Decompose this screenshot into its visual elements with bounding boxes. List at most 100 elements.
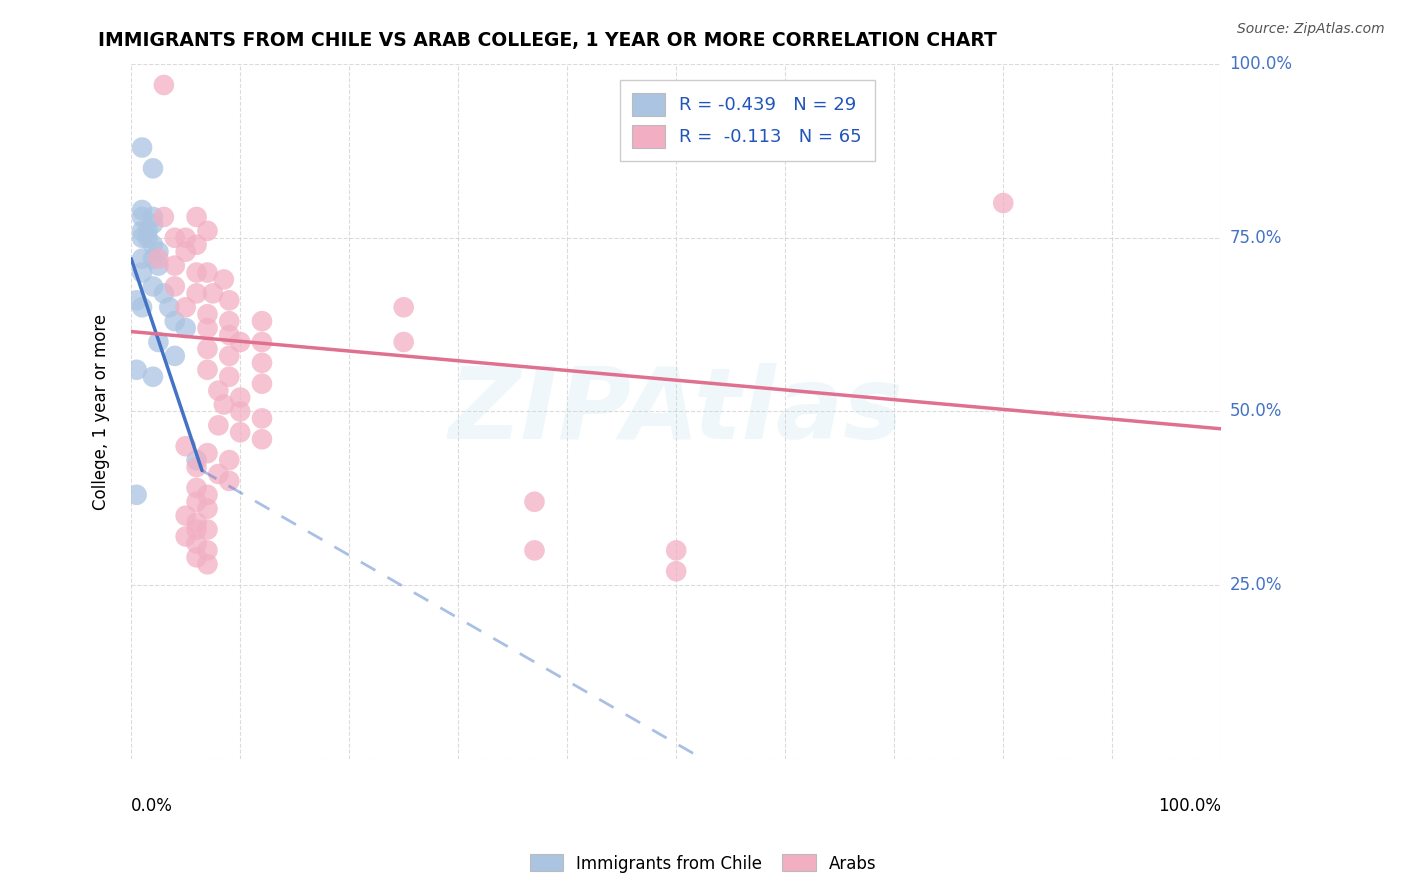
Point: [125, 363, 148, 377]
Point: [163, 231, 186, 245]
Point: [131, 140, 153, 154]
Point: [174, 529, 197, 543]
Point: [131, 210, 153, 224]
Point: [197, 543, 219, 558]
Point: [218, 328, 240, 343]
Point: [250, 314, 273, 328]
Point: [131, 252, 153, 266]
Point: [197, 523, 219, 537]
Point: [197, 446, 219, 460]
Point: [153, 286, 176, 301]
Point: [197, 558, 219, 572]
Text: ZIPAtlas: ZIPAtlas: [449, 363, 904, 460]
Point: [186, 516, 208, 530]
Point: [197, 342, 219, 356]
Text: 0.0%: 0.0%: [131, 797, 173, 815]
Text: 100.0%: 100.0%: [1230, 55, 1292, 73]
Point: [174, 244, 197, 259]
Point: [207, 418, 229, 433]
Point: [186, 495, 208, 509]
Text: 50.0%: 50.0%: [1230, 402, 1282, 420]
Point: [197, 488, 219, 502]
Point: [142, 252, 165, 266]
Point: [174, 300, 197, 314]
Point: [250, 356, 273, 370]
Point: [186, 460, 208, 475]
Point: [207, 384, 229, 398]
Point: [207, 467, 229, 481]
Point: [392, 300, 415, 314]
Point: [125, 488, 148, 502]
Point: [142, 237, 165, 252]
Point: [523, 543, 546, 558]
Point: [131, 202, 153, 217]
Point: [218, 314, 240, 328]
Point: [186, 266, 208, 280]
Point: [153, 78, 176, 92]
Point: [174, 439, 197, 453]
Point: [157, 300, 180, 314]
Point: [250, 334, 273, 349]
Text: IMMIGRANTS FROM CHILE VS ARAB COLLEGE, 1 YEAR OR MORE CORRELATION CHART: IMMIGRANTS FROM CHILE VS ARAB COLLEGE, 1…: [98, 31, 997, 50]
Point: [665, 564, 688, 578]
Point: [131, 266, 153, 280]
Point: [131, 300, 153, 314]
Point: [392, 334, 415, 349]
Point: [197, 224, 219, 238]
Point: [142, 161, 165, 176]
Point: [148, 259, 170, 273]
Y-axis label: College, 1 year or more: College, 1 year or more: [93, 313, 110, 509]
Point: [163, 259, 186, 273]
Point: [197, 266, 219, 280]
Text: 100.0%: 100.0%: [1159, 797, 1222, 815]
Point: [148, 244, 170, 259]
Point: [142, 210, 165, 224]
Point: [163, 279, 186, 293]
Legend: R = -0.439   N = 29, R =  -0.113   N = 65: R = -0.439 N = 29, R = -0.113 N = 65: [620, 80, 875, 161]
Point: [186, 523, 208, 537]
Point: [125, 293, 148, 308]
Point: [229, 334, 252, 349]
Point: [229, 404, 252, 418]
Point: [250, 432, 273, 446]
Point: [163, 314, 186, 328]
Point: [186, 481, 208, 495]
Point: [212, 397, 235, 411]
Point: [212, 272, 235, 286]
Point: [174, 231, 197, 245]
Point: [148, 252, 170, 266]
Legend: Immigrants from Chile, Arabs: Immigrants from Chile, Arabs: [523, 847, 883, 880]
Point: [229, 391, 252, 405]
Point: [250, 411, 273, 425]
Point: [218, 349, 240, 363]
Point: [186, 536, 208, 550]
Point: [142, 279, 165, 293]
Point: [201, 286, 224, 301]
Point: [174, 508, 197, 523]
Point: [136, 231, 159, 245]
Point: [142, 217, 165, 231]
Point: [218, 293, 240, 308]
Point: [148, 334, 170, 349]
Point: [186, 286, 208, 301]
Point: [197, 501, 219, 516]
Text: Source: ZipAtlas.com: Source: ZipAtlas.com: [1237, 22, 1385, 37]
Point: [163, 349, 186, 363]
Point: [174, 321, 197, 335]
Point: [186, 550, 208, 565]
Point: [218, 369, 240, 384]
Point: [197, 321, 219, 335]
Point: [131, 224, 153, 238]
Text: 25.0%: 25.0%: [1230, 576, 1282, 594]
Point: [131, 231, 153, 245]
Point: [229, 425, 252, 440]
Text: 75.0%: 75.0%: [1230, 229, 1282, 247]
Point: [665, 543, 688, 558]
Point: [218, 453, 240, 467]
Point: [186, 237, 208, 252]
Point: [218, 474, 240, 488]
Point: [186, 210, 208, 224]
Point: [197, 363, 219, 377]
Point: [523, 495, 546, 509]
Point: [186, 453, 208, 467]
